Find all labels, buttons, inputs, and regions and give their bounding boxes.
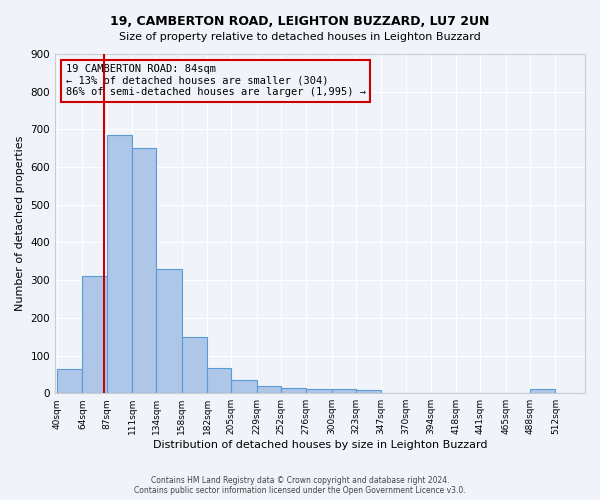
Bar (530, 390, 556, 393)
Bar (157, 269, 182, 393)
Text: Size of property relative to detached houses in Leighton Buzzard: Size of property relative to detached ho… (119, 32, 481, 42)
Bar (57, 368, 82, 393)
Bar (306, 390, 332, 393)
Bar (332, 390, 356, 393)
Bar (182, 336, 207, 393)
Bar (107, 135, 132, 393)
Bar (132, 148, 157, 393)
Y-axis label: Number of detached properties: Number of detached properties (15, 136, 25, 312)
Bar (257, 386, 281, 393)
Text: Contains HM Land Registry data © Crown copyright and database right 2024.
Contai: Contains HM Land Registry data © Crown c… (134, 476, 466, 495)
Bar (356, 390, 381, 393)
Text: 19 CAMBERTON ROAD: 84sqm
← 13% of detached houses are smaller (304)
86% of semi-: 19 CAMBERTON ROAD: 84sqm ← 13% of detach… (65, 64, 365, 98)
Bar (232, 380, 257, 393)
Bar (207, 368, 232, 393)
Bar (281, 388, 306, 393)
X-axis label: Distribution of detached houses by size in Leighton Buzzard: Distribution of detached houses by size … (153, 440, 487, 450)
Bar (82, 276, 107, 393)
Text: 19, CAMBERTON ROAD, LEIGHTON BUZZARD, LU7 2UN: 19, CAMBERTON ROAD, LEIGHTON BUZZARD, LU… (110, 15, 490, 28)
